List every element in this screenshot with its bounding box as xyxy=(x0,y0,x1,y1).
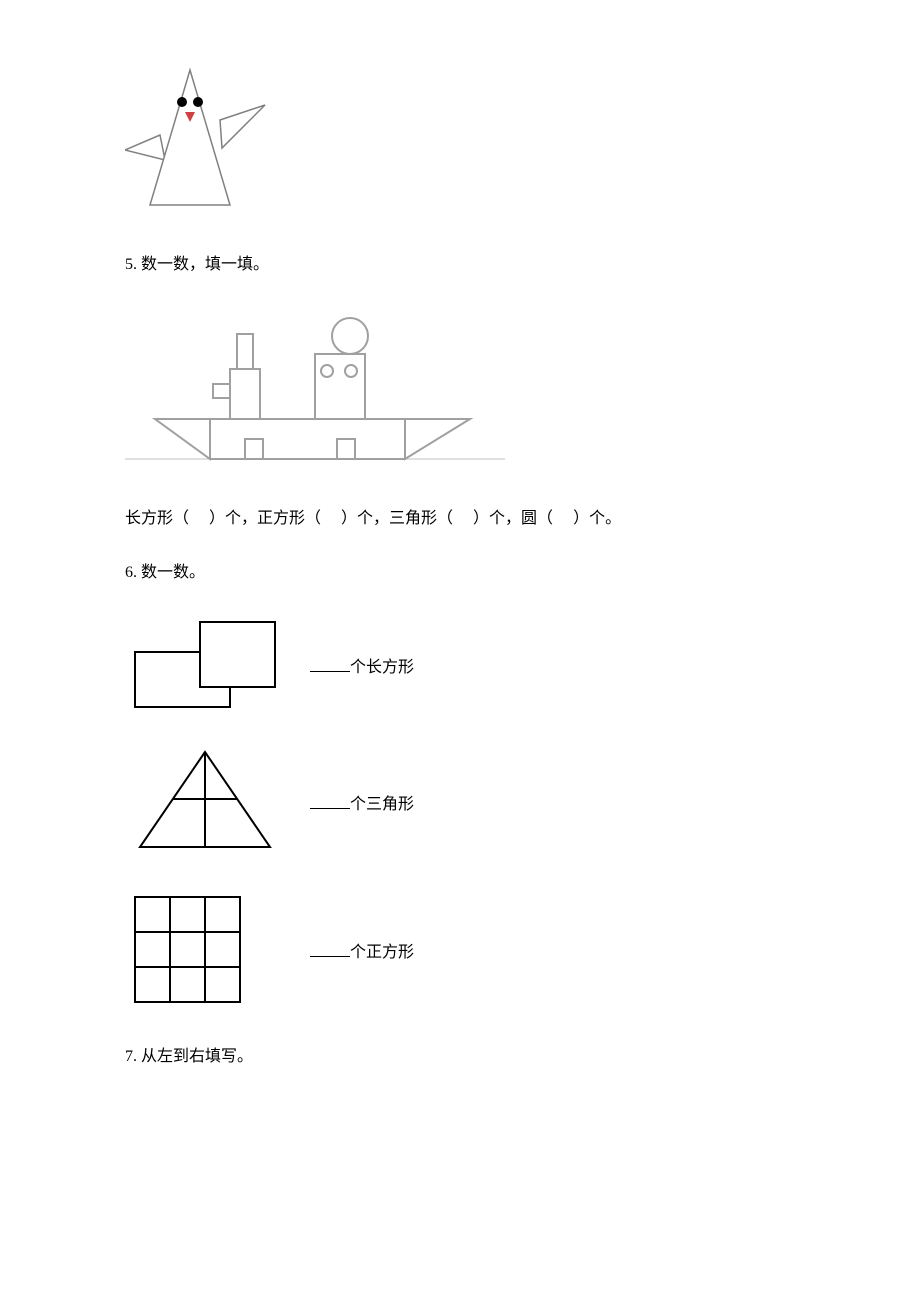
boat-chimney-side xyxy=(213,384,230,398)
q6-tri-label: 个三角形 xyxy=(310,790,414,814)
q5-part-1: ）个，正方形（ xyxy=(209,510,321,527)
q5-part-3: ）个，圆（ xyxy=(473,510,553,527)
bird-body xyxy=(150,70,230,205)
boat-hull-left xyxy=(155,419,210,459)
boat-svg xyxy=(125,294,510,469)
q6-triangles-row: 个三角形 xyxy=(125,747,920,857)
q7-title: 7. 从左到右填写。 xyxy=(125,1042,920,1066)
boat-figure xyxy=(125,294,920,474)
boat-window-right xyxy=(345,365,357,377)
q6-squares-row: 个正方形 xyxy=(125,887,920,1012)
boat-cabin xyxy=(315,354,365,419)
q6-sq-label: 个正方形 xyxy=(310,938,414,962)
q5-part-4: ）个。 xyxy=(573,510,621,527)
q6-title: 6. 数一数。 xyxy=(125,558,920,582)
boat-chimney-base xyxy=(230,369,260,419)
q6-tri-blank[interactable] xyxy=(310,793,350,809)
bird-eye-left xyxy=(177,97,187,107)
bird-eye-right xyxy=(193,97,203,107)
bird-right-wing xyxy=(220,105,265,148)
q6-sq-text: 个正方形 xyxy=(350,944,414,961)
q6-squares-svg xyxy=(125,887,290,1012)
q6-rect-text: 个长方形 xyxy=(350,659,414,676)
q6-rectangles-row: 个长方形 xyxy=(125,612,920,717)
q6-rectangles-svg xyxy=(125,612,290,717)
q6-triangles-svg xyxy=(125,747,290,857)
bird-left-wing xyxy=(125,135,165,160)
q6-rect-blank[interactable] xyxy=(310,656,350,672)
q5-answer-line: 长方形（ ）个，正方形（ ）个，三角形（ ）个，圆（ ）个。 xyxy=(125,504,920,528)
q6-rect-front xyxy=(200,622,275,687)
q6-rect-label: 个长方形 xyxy=(310,653,414,677)
boat-door-right xyxy=(337,439,355,459)
q5-part-2: ）个，三角形（ xyxy=(341,510,453,527)
bird-svg xyxy=(125,60,275,215)
q5-title: 5. 数一数，填一填。 xyxy=(125,250,920,274)
q5-part-0: 长方形（ xyxy=(125,510,189,527)
boat-chimney-top xyxy=(237,334,253,369)
boat-hull-mid xyxy=(210,419,405,459)
boat-door-left xyxy=(245,439,263,459)
q6-sq-blank[interactable] xyxy=(310,941,350,957)
q6-tri-text: 个三角形 xyxy=(350,796,414,813)
q6-grid-outer xyxy=(135,897,240,1002)
boat-cabin-circle xyxy=(332,318,368,354)
boat-hull-right xyxy=(405,419,470,459)
boat-window-left xyxy=(321,365,333,377)
bird-figure xyxy=(125,60,920,220)
